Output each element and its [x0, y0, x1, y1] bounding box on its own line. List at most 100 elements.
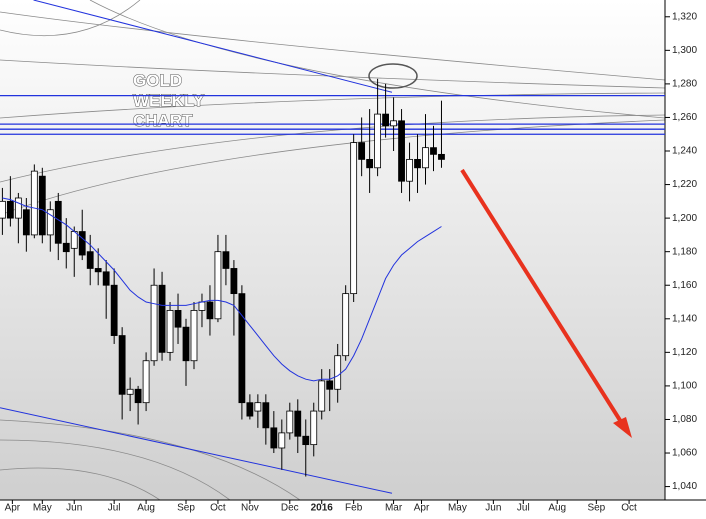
x-tick-label: Dec — [281, 503, 299, 514]
x-tick-label: Oct — [210, 503, 226, 514]
x-tick-label: Jul — [517, 503, 530, 514]
candle-body — [206, 301, 214, 320]
candle-body — [318, 380, 326, 412]
fan-line — [0, 0, 141, 37]
candle-body — [334, 355, 342, 390]
candle-body — [230, 268, 238, 295]
x-tick-label: Jun — [66, 503, 82, 514]
candle-body — [310, 410, 318, 446]
fan-line — [0, 59, 666, 89]
x-tick-label: Aug — [137, 503, 155, 514]
x-tick-label: Sep — [177, 503, 195, 514]
candle-body — [126, 388, 134, 395]
candle-body — [302, 435, 310, 446]
candle-body — [134, 388, 142, 404]
x-tick-label: May — [33, 503, 52, 514]
candle-body — [286, 410, 294, 434]
y-tick-label: 1,040 — [672, 481, 697, 492]
candle-body — [254, 402, 262, 412]
x-tick-label: Aug — [548, 503, 566, 514]
candle-body — [414, 158, 421, 169]
candle-body — [38, 175, 46, 236]
candle-body — [342, 293, 350, 357]
fan-line — [0, 92, 666, 119]
arrow-head — [613, 417, 632, 438]
y-tick-label: 1,140 — [672, 313, 697, 324]
candle-body — [94, 268, 102, 273]
x-tick-label: Apr — [414, 503, 430, 514]
candle-body — [46, 209, 54, 236]
fan-line — [0, 419, 301, 501]
candle-body — [174, 310, 182, 328]
candle-body — [326, 380, 334, 390]
fan-line — [0, 11, 666, 81]
candle-body — [150, 284, 158, 362]
y-tick-label: 1,080 — [672, 414, 697, 425]
y-tick-label: 1,300 — [672, 45, 697, 56]
candle-body — [198, 301, 206, 311]
candle-body — [142, 360, 150, 404]
candle-body — [278, 432, 286, 449]
candle-body — [222, 251, 230, 269]
candle-body — [0, 200, 6, 219]
fan-line — [0, 439, 231, 501]
x-tick-label: Oct — [621, 503, 637, 514]
y-tick-label: 1,060 — [672, 448, 697, 459]
candle-body — [166, 310, 174, 353]
x-tick-label: Jul — [108, 503, 121, 514]
candle-body — [374, 113, 382, 169]
candle-body — [358, 142, 366, 160]
candle-body — [350, 142, 358, 295]
y-tick-label: 1,220 — [672, 179, 697, 190]
trend-line — [33, 0, 393, 93]
candle-body — [30, 170, 38, 236]
x-tick-label: May — [448, 503, 467, 514]
candle-body — [422, 147, 429, 169]
y-tick-label: 1,200 — [672, 213, 697, 224]
y-tick-label: 1,160 — [672, 280, 697, 291]
fan-line — [0, 119, 666, 216]
candle-body — [62, 242, 70, 253]
candle-body — [78, 231, 86, 256]
candle-body — [14, 197, 22, 219]
candle-body — [86, 251, 94, 269]
x-axis-area — [0, 500, 706, 514]
x-tick-label: Feb — [345, 503, 363, 514]
y-tick-label: 1,120 — [672, 347, 697, 358]
y-tick-label: 1,260 — [672, 112, 697, 123]
candle-body — [246, 402, 254, 417]
x-tick-label: 2016 — [311, 503, 334, 514]
candle-body — [214, 251, 222, 320]
y-tick-label: 1,240 — [672, 146, 697, 157]
fan-line — [89, 0, 666, 119]
candle-body — [366, 158, 374, 169]
x-tick-label: Jun — [485, 503, 501, 514]
y-tick-label: 1,100 — [672, 381, 697, 392]
candle-body — [118, 335, 126, 395]
candle-body — [158, 284, 166, 353]
y-axis-area — [665, 0, 706, 514]
x-tick-label: Sep — [587, 503, 605, 514]
x-tick-label: Nov — [241, 503, 259, 514]
candle-body — [70, 231, 78, 249]
candle-body — [438, 153, 445, 160]
highlight-ellipse — [368, 63, 418, 89]
plot-area — [0, 0, 665, 500]
candle-body — [102, 271, 110, 286]
fan-lines — [0, 0, 666, 501]
x-tick-label: Mar — [385, 503, 403, 514]
candle-body — [294, 410, 302, 437]
candle-body — [238, 293, 246, 404]
y-tick-label: 1,180 — [672, 246, 697, 257]
candle-body — [22, 209, 30, 236]
fan-line — [0, 467, 161, 501]
candle-body — [262, 402, 270, 429]
candle-body — [270, 427, 278, 449]
y-tick-label: 1,320 — [672, 11, 697, 22]
candle-body — [54, 200, 62, 244]
candle-body — [190, 310, 198, 362]
candle-body — [430, 147, 437, 155]
candle-body — [6, 200, 14, 219]
candle-body — [390, 120, 397, 127]
